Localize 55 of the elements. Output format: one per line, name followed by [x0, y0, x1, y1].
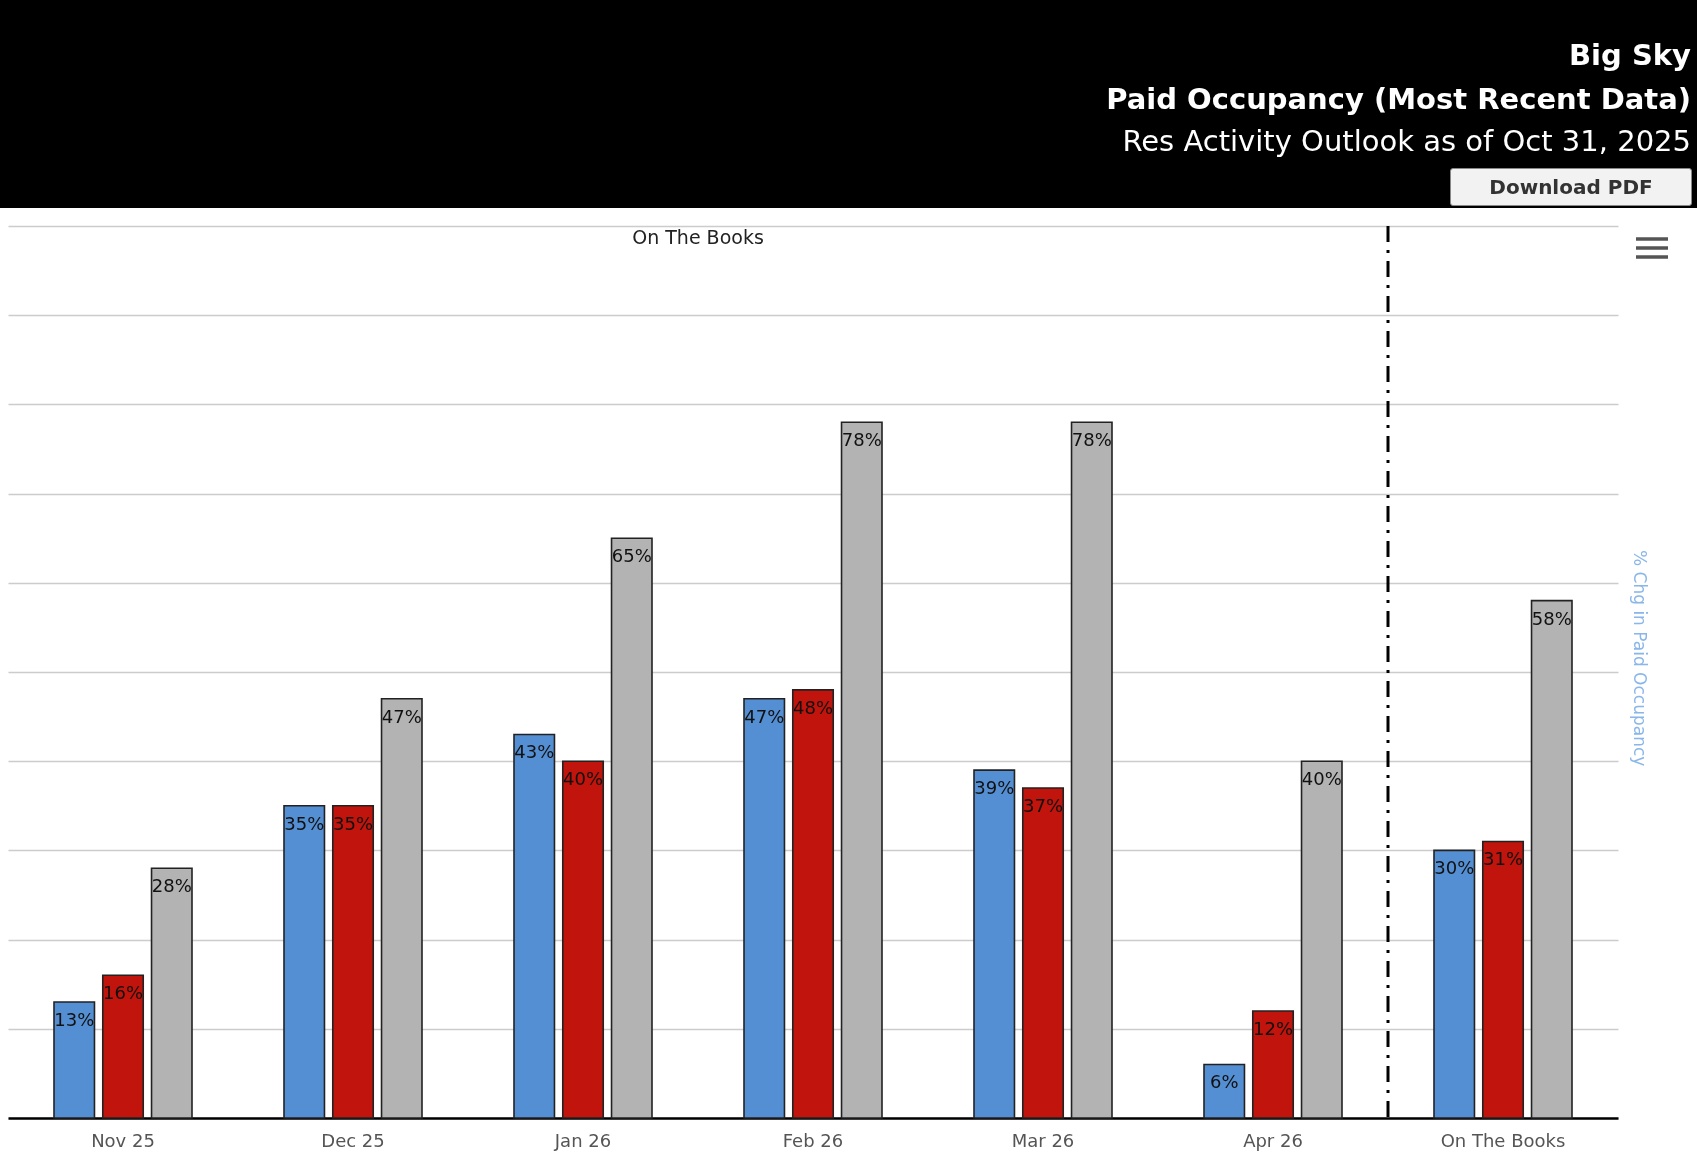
- bar: [380, 697, 423, 1119]
- data-label: 48%: [792, 696, 834, 718]
- annotation: On The Books: [632, 226, 764, 248]
- x-tick-label: Mar 26: [1011, 1129, 1075, 1151]
- bar: [283, 805, 326, 1119]
- bar: [1300, 760, 1343, 1119]
- bar: [513, 733, 556, 1119]
- data-label: 58%: [1531, 607, 1572, 629]
- bar: [973, 769, 1016, 1119]
- bar: [791, 689, 835, 1119]
- data-label: 35%: [284, 812, 325, 834]
- data-label: 12%: [1252, 1017, 1294, 1039]
- bar: [1433, 849, 1476, 1119]
- bar: [1021, 787, 1065, 1119]
- bar: [1203, 1063, 1246, 1119]
- data-label: 39%: [974, 777, 1015, 799]
- data-label: 43%: [514, 741, 555, 763]
- data-label: 78%: [1071, 429, 1112, 451]
- bar: [1251, 1010, 1295, 1119]
- data-label: 65%: [611, 545, 652, 567]
- data-label: 35%: [332, 812, 374, 834]
- download-button[interactable]: Download PDF: [1450, 168, 1692, 206]
- data-label: 40%: [562, 768, 604, 790]
- bar: [561, 760, 605, 1119]
- x-tick-label: Dec 25: [321, 1129, 385, 1151]
- x-tick-label: Jan 26: [553, 1129, 612, 1151]
- bar: [101, 974, 145, 1119]
- bar: [840, 421, 883, 1119]
- chart-subtitle: Paid Occupancy (Most Recent Data): [1106, 82, 1691, 116]
- x-tick-label: Apr 26: [1243, 1129, 1303, 1151]
- data-label: 40%: [1301, 768, 1342, 790]
- data-label: 31%: [1482, 848, 1524, 870]
- data-label: 30%: [1434, 857, 1475, 879]
- bar: [331, 805, 375, 1119]
- data-label: 47%: [381, 705, 422, 727]
- data-label: 47%: [744, 705, 785, 727]
- data-label: 78%: [841, 429, 882, 451]
- y2-axis-title: % Chg in Paid Occupancy: [1630, 550, 1650, 767]
- data-label: 6%: [1209, 1071, 1239, 1093]
- x-tick-label: On The Books: [1440, 1129, 1566, 1151]
- bar: [610, 537, 653, 1119]
- bar: [150, 867, 193, 1119]
- x-tick-label: Feb 26: [782, 1129, 844, 1151]
- bar: [743, 697, 786, 1119]
- chart-title: Big Sky: [1569, 38, 1691, 72]
- data-label: 28%: [151, 875, 192, 897]
- bar: [1070, 421, 1113, 1119]
- x-tick-label: Nov 25: [91, 1129, 155, 1151]
- text: Res Activity Outlook as of Oct 31, 2025: [1122, 124, 1691, 158]
- bar: [1530, 599, 1573, 1119]
- data-label: 16%: [102, 982, 144, 1004]
- data-label: 13%: [54, 1009, 95, 1031]
- bar: [53, 1001, 96, 1119]
- data-label: 37%: [1022, 794, 1064, 816]
- bar: [1481, 840, 1525, 1119]
